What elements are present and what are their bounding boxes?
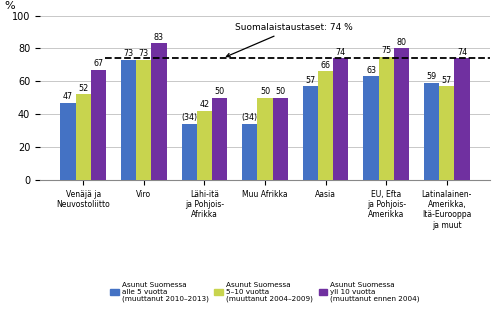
Bar xyxy=(152,43,166,180)
Text: 50: 50 xyxy=(260,87,270,96)
Text: 59: 59 xyxy=(426,72,437,81)
Bar xyxy=(212,98,227,180)
Bar xyxy=(60,103,76,180)
Text: 74: 74 xyxy=(457,47,467,56)
Text: 50: 50 xyxy=(214,87,224,96)
Text: 75: 75 xyxy=(381,46,392,55)
Legend: Asunut Suomessa
alle 5 vuotta
(muuttanut 2010–2013), Asunut Suomessa
5–10 vuotta: Asunut Suomessa alle 5 vuotta (muuttanut… xyxy=(108,279,422,305)
Text: 52: 52 xyxy=(78,84,88,93)
Text: (34): (34) xyxy=(242,113,258,122)
Bar xyxy=(303,86,318,180)
Text: 42: 42 xyxy=(200,100,209,109)
Text: 83: 83 xyxy=(154,33,164,42)
Bar xyxy=(439,86,454,180)
Bar xyxy=(258,98,272,180)
Text: 67: 67 xyxy=(94,59,104,68)
Bar xyxy=(364,76,378,180)
Text: 63: 63 xyxy=(366,66,376,75)
Text: %: % xyxy=(4,1,14,11)
Text: (34): (34) xyxy=(181,113,198,122)
Bar xyxy=(454,58,469,180)
Bar xyxy=(394,48,409,180)
Text: 80: 80 xyxy=(396,38,406,47)
Bar xyxy=(121,60,136,180)
Text: 57: 57 xyxy=(306,76,316,85)
Text: 57: 57 xyxy=(442,76,452,85)
Text: 73: 73 xyxy=(138,49,149,58)
Bar xyxy=(318,71,333,180)
Text: 66: 66 xyxy=(320,61,330,70)
Bar xyxy=(333,58,348,180)
Bar xyxy=(424,83,439,180)
Bar xyxy=(272,98,287,180)
Bar xyxy=(182,124,197,180)
Bar xyxy=(136,60,152,180)
Text: 73: 73 xyxy=(124,49,134,58)
Text: 74: 74 xyxy=(336,47,346,56)
Bar xyxy=(197,111,212,180)
Bar xyxy=(242,124,258,180)
Bar xyxy=(91,70,106,180)
Bar xyxy=(76,94,91,180)
Text: Suomalaistaustaset: 74 %: Suomalaistaustaset: 74 % xyxy=(226,23,352,57)
Text: 47: 47 xyxy=(63,92,73,101)
Bar xyxy=(378,56,394,180)
Text: 50: 50 xyxy=(275,87,285,96)
